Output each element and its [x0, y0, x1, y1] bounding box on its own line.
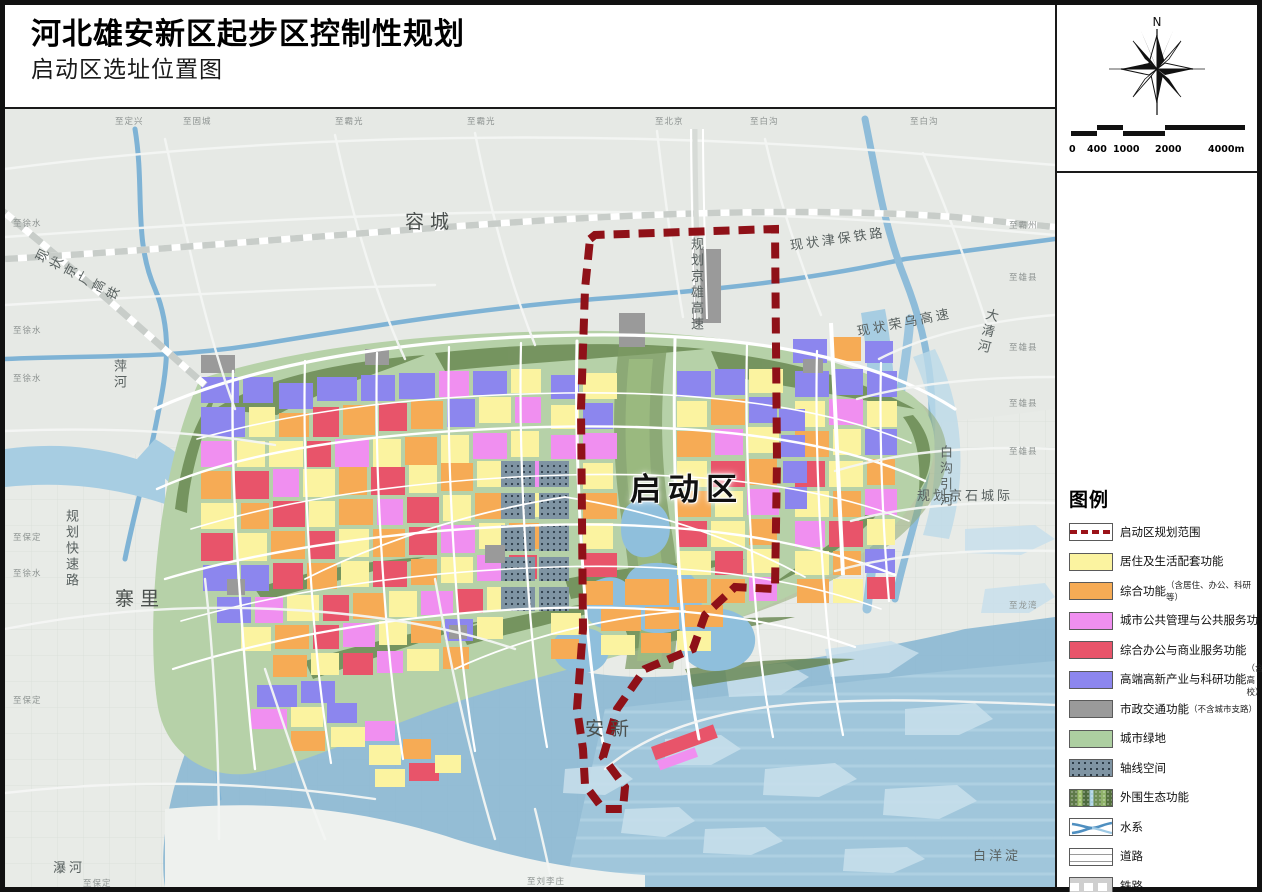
- scale-tick-2: 1000: [1113, 144, 1140, 155]
- legend-label-water: 水系: [1120, 819, 1143, 834]
- scale-bar: 0 400 1000 2000 4000m: [1069, 123, 1247, 160]
- legend-swatch-green: [1069, 729, 1113, 748]
- legend-label-office-commercial: 综合办公与商业服务功能: [1120, 642, 1247, 657]
- map-canvas[interactable]: 启动区 容城 寨里 安新 现状京广高铁 现状津保铁路 现状荣乌高速 规划京雄高速…: [5, 109, 1055, 887]
- legend-item-green[interactable]: 城市绿地: [1069, 728, 1259, 750]
- page-title: 河北雄安新区起步区控制性规划: [31, 17, 465, 52]
- legend-item-road[interactable]: 道路: [1069, 846, 1259, 868]
- legend-swatch-boundary: [1069, 523, 1113, 541]
- legend-label-road: 道路: [1120, 849, 1143, 863]
- north-and-scale-block: N 0 400 1000 2000 4000m: [1057, 5, 1257, 173]
- legend-label-boundary: 启动区规划范围: [1120, 524, 1201, 539]
- scale-bar-labels: 0 400 1000 2000 4000m: [1069, 144, 1247, 160]
- legend-item-axis[interactable]: 轴线空间: [1069, 757, 1259, 779]
- legend-note-mixed: （含居住、办公、科研等）: [1166, 581, 1252, 603]
- legend-note-municipal: （不含城市支路）: [1189, 705, 1258, 715]
- side-panel: N 0 400 1000 2000 4000m: [1055, 5, 1262, 892]
- scale-tick-3: 2000: [1155, 144, 1182, 155]
- north-letter: N: [1153, 15, 1162, 29]
- map-graphic: [5, 109, 1055, 887]
- legend-item-rail[interactable]: 铁路: [1069, 875, 1259, 892]
- legend-note-hi-tech: （含高校）: [1246, 663, 1262, 698]
- compass-rose-icon: N: [1109, 15, 1205, 115]
- legend-swatch-hi-tech: [1069, 670, 1113, 689]
- legend-swatch-water: [1069, 818, 1113, 836]
- legend-swatch-office-commercial: [1069, 641, 1113, 659]
- legend-swatch-municipal: [1069, 700, 1113, 718]
- scale-tick-0: 0: [1069, 144, 1076, 155]
- legend-swatch-eco: [1069, 788, 1113, 807]
- legend-label-mixed: 综合功能: [1120, 583, 1166, 598]
- legend-label-public-service: 城市公共管理与公共服务功能: [1120, 613, 1262, 627]
- legend-label-municipal: 市政交通功能: [1120, 701, 1189, 716]
- legend-item-municipal[interactable]: 市政交通功能 （不含城市支路）: [1069, 698, 1259, 720]
- legend-title: 图例: [1069, 489, 1110, 511]
- legend-item-residential[interactable]: 居住及生活配套功能: [1069, 551, 1259, 573]
- legend-label-green: 城市绿地: [1120, 731, 1166, 745]
- legend-item-office-commercial[interactable]: 综合办公与商业服务功能: [1069, 639, 1259, 661]
- legend-swatch-road: [1069, 847, 1113, 866]
- legend-label-eco: 外围生态功能: [1120, 790, 1189, 804]
- legend-label-axis: 轴线空间: [1120, 760, 1166, 775]
- legend-item-boundary[interactable]: 启动区规划范围: [1069, 521, 1259, 543]
- page-subtitle: 启动区选址位置图: [31, 57, 223, 83]
- scale-tick-1: 400: [1087, 144, 1107, 155]
- legend-label-residential: 居住及生活配套功能: [1120, 554, 1224, 568]
- startup-zone-boundary: [572, 224, 782, 813]
- legend-swatch-axis: [1069, 759, 1113, 777]
- legend-swatch-residential: [1069, 552, 1113, 571]
- legend-label-hi-tech: 高端高新产业与科研功能: [1120, 672, 1247, 686]
- legend-item-public-service[interactable]: 城市公共管理与公共服务功能: [1069, 610, 1262, 632]
- legend-swatch-public-service: [1069, 611, 1113, 630]
- legend-item-mixed[interactable]: 综合功能 （含居住、办公、科研等）: [1069, 580, 1259, 603]
- legend-swatch-mixed: [1069, 582, 1113, 600]
- scale-tick-4: 4000m: [1208, 144, 1245, 155]
- legend-label-rail: 铁路: [1120, 878, 1143, 892]
- legend-swatch-rail: [1069, 877, 1113, 892]
- legend-item-eco[interactable]: 外围生态功能: [1069, 787, 1259, 809]
- scale-bar-graphic: [1071, 125, 1245, 136]
- legend-item-hi-tech[interactable]: 高端高新产业与科研功能 （含高校）: [1069, 664, 1262, 698]
- legend-panel: 图例 启动区规划范围 居住及生活配套功能 综合功能 （含居住、办公、科研等） 城…: [1057, 485, 1262, 892]
- legend-item-water[interactable]: 水系: [1069, 816, 1259, 838]
- title-block: 河北雄安新区起步区控制性规划 启动区选址位置图: [5, 5, 1055, 109]
